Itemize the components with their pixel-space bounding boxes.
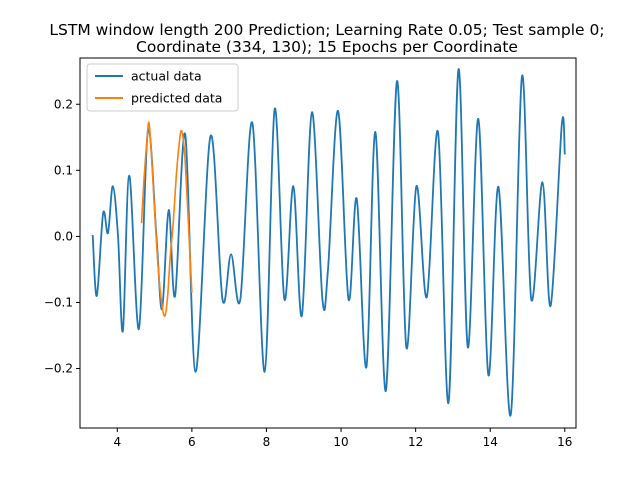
x-tick-label: 6: [188, 435, 196, 449]
legend-box: [86, 63, 239, 112]
y-tick-label: 0.1: [54, 163, 73, 177]
series-layer: [91, 68, 566, 417]
plot-area-frame: [79, 57, 577, 429]
legend: actual data predicted data: [86, 63, 239, 112]
x-tick-label: 14: [483, 435, 498, 449]
legend-label-predicted-data: predicted data: [131, 91, 222, 106]
y-axis: −0.2 −0.1 0.0 0.1 0.2: [44, 97, 80, 376]
x-tick-label: 8: [263, 435, 271, 449]
chart-title-line-2: Coordinate (334, 130); 15 Epochs per Coo…: [136, 38, 518, 56]
x-tick-label: 10: [333, 435, 348, 449]
y-tick-label: −0.1: [44, 295, 73, 309]
series-line-actual-data: [91, 68, 566, 417]
series-line-predicted-data: [140, 121, 193, 317]
x-tick-label: 16: [557, 435, 572, 449]
x-tick-label: 4: [113, 435, 121, 449]
y-tick-label: 0.0: [54, 229, 73, 243]
x-tick-label: 12: [408, 435, 423, 449]
y-tick-label: −0.2: [44, 362, 73, 376]
legend-label-actual-data: actual data: [131, 69, 202, 84]
x-axis: 4 6 8 10 12 14 16: [113, 428, 572, 449]
chart-title-line-1: LSTM window length 200 Prediction; Learn…: [49, 21, 604, 39]
y-tick-label: 0.2: [54, 97, 73, 111]
